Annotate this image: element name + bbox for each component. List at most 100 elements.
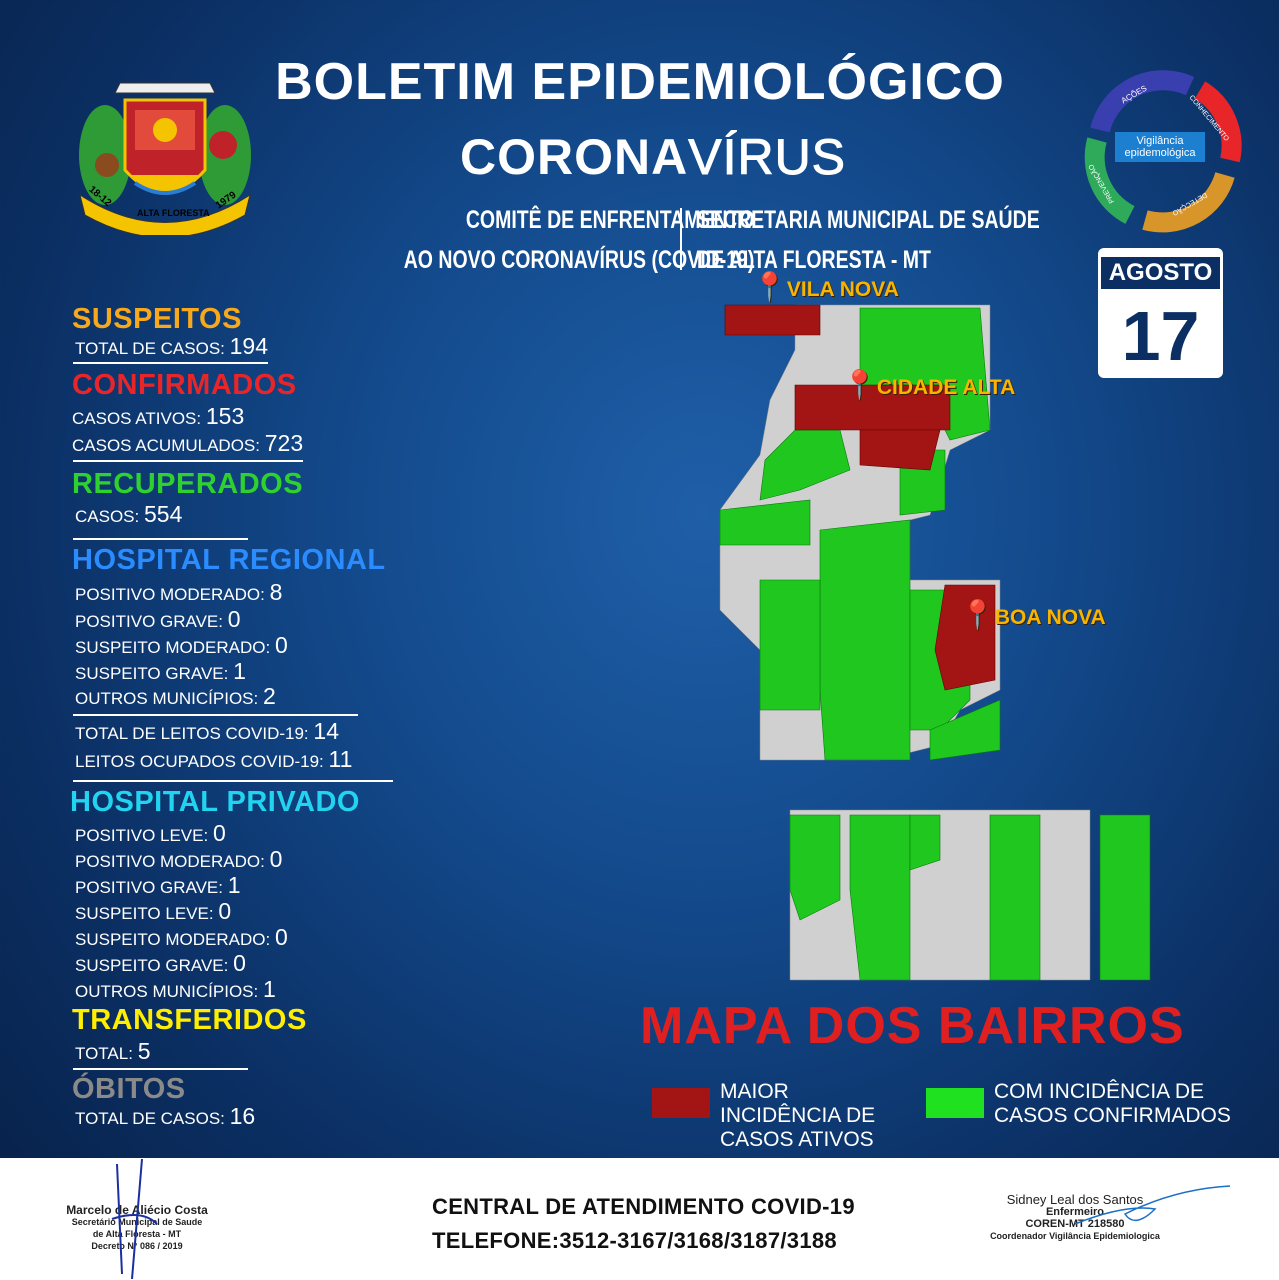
privado-row: SUSPEITO GRAVE: 0	[75, 950, 246, 977]
value: 14	[313, 718, 339, 744]
transferidos-title: TRANSFERIDOS	[72, 1004, 307, 1036]
cycle-center-label: Vigilância epidemológica	[1115, 132, 1205, 162]
surveillance-cycle-graphic: Vigilância epidemológica AÇÕES CONHECIME…	[1080, 70, 1245, 235]
regional-row: TOTAL DE LEITOS COVID-19: 14	[75, 718, 339, 745]
sig-coord: Coordenador Vigilância Epidemiologica	[990, 1231, 1160, 1241]
label: SUSPEITO GRAVE:	[75, 956, 229, 975]
privado-row: POSITIVO MODERADO: 0	[75, 846, 282, 873]
label: TOTAL DE LEITOS COVID-19:	[75, 724, 309, 743]
value: 0	[274, 924, 288, 950]
secretaria-text: SECRETARIA MUNICIPAL DE SAÚDE DE ALTA FL…	[697, 200, 1040, 280]
secretaria-line-2: DE ALTA FLORESTA - MT	[697, 246, 931, 274]
value: 11	[328, 746, 353, 772]
footer: Marcelo de Aliécio Costa Secretário Muni…	[0, 1158, 1279, 1280]
label: LEITOS OCUPADOS COVID-19:	[75, 752, 324, 771]
label: SUSPEITO MODERADO:	[75, 930, 271, 949]
regional-row: LEITOS OCUPADOS COVID-19: 11	[75, 746, 352, 773]
recuperados-title: RECUPERADOS	[72, 468, 304, 500]
label: CASOS:	[75, 507, 140, 526]
committee-text: COMITÊ DE ENFRENTAMENTO AO NOVO CORONAVÍ…	[404, 200, 755, 280]
legend-label-high: MAIOR INCIDÊNCIA DE CASOS ATIVOS	[720, 1080, 876, 1151]
date-calendar: AGOSTO 17	[1098, 248, 1223, 378]
label: SUSPEITO MODERADO:	[75, 638, 271, 657]
divider	[73, 1068, 248, 1070]
privado-row: SUSPEITO MODERADO: 0	[75, 924, 288, 951]
legend-label-low: COM INCIDÊNCIA DE CASOS CONFIRMADOS	[994, 1080, 1231, 1127]
signature-right: Sidney Leal dos Santos Enfermeiro COREN-…	[985, 1185, 1231, 1242]
signature-left: Marcelo de Aliécio Costa Secretário Muni…	[62, 1159, 212, 1279]
map-title: MAPA DOS BAIRROS	[640, 997, 1185, 1055]
regional-row: SUSPEITO GRAVE: 1	[75, 658, 246, 685]
legend-swatch-high	[652, 1088, 710, 1118]
confirmados-acumulados: CASOS ACUMULADOS: 723	[72, 430, 303, 457]
label: TOTAL DE CASOS:	[75, 1109, 225, 1128]
page-subtitle: CORONAVÍRUS	[460, 128, 846, 186]
regional-row: SUSPEITO MODERADO: 0	[75, 632, 288, 659]
committee-line-1: COMITÊ DE ENFRENTAMENTO	[465, 206, 755, 234]
obitos-title: ÓBITOS	[72, 1073, 186, 1105]
value: 1	[227, 872, 241, 898]
confirmados-ativos: CASOS ATIVOS: 153	[72, 403, 244, 430]
label: OUTROS MUNICÍPIOS:	[75, 982, 259, 1001]
value: 2	[262, 683, 276, 709]
handwritten-signature	[1074, 1185, 1231, 1225]
label: POSITIVO GRAVE:	[75, 612, 223, 631]
value: 153	[205, 403, 245, 429]
central-title: CENTRAL DE ATENDIMENTO COVID-19	[432, 1194, 855, 1219]
label: CASOS ACUMULADOS:	[72, 436, 260, 455]
privado-row: OUTROS MUNICÍPIOS: 1	[75, 976, 276, 1003]
privado-row: POSITIVO LEVE: 0	[75, 820, 226, 847]
transferidos-total: TOTAL: 5	[75, 1038, 150, 1065]
label: OUTROS MUNICÍPIOS:	[75, 689, 259, 708]
legend-swatch-low	[926, 1088, 984, 1118]
value: 1	[233, 658, 246, 684]
sig-decree: Decreto N° 086 / 2019	[91, 1241, 183, 1251]
value: 0	[218, 898, 232, 924]
obitos-total: TOTAL DE CASOS: 16	[75, 1103, 255, 1130]
date-day: 17	[1121, 297, 1200, 375]
label: POSITIVO MODERADO:	[75, 852, 265, 871]
map-pin-icon: 📍	[960, 599, 995, 630]
municipal-coat-of-arms-logo: 18-12 ALTA FLORESTA 1979	[75, 75, 255, 238]
privado-row: POSITIVO GRAVE: 1	[75, 872, 241, 899]
value: 0	[274, 632, 288, 658]
neighborhood-map	[700, 290, 1170, 990]
value: 0	[233, 950, 246, 976]
secretaria-line-1: SECRETARIA MUNICIPAL DE SAÚDE	[697, 206, 1040, 234]
pin-label: CIDADE ALTA	[876, 376, 1016, 399]
regional-title: HOSPITAL REGIONAL	[72, 544, 386, 576]
regional-row: POSITIVO GRAVE: 0	[75, 606, 241, 633]
central-atendimento: CENTRAL DE ATENDIMENTO COVID-19 TELEFONE…	[432, 1190, 855, 1258]
sig-role: Enfermeiro	[1045, 1206, 1105, 1218]
divider	[73, 780, 393, 782]
central-phone[interactable]: TELEFONE:3512-3167/3168/3187/3188	[432, 1228, 837, 1253]
regional-row: POSITIVO MODERADO: 8	[75, 579, 282, 606]
pin-vila-nova: 📍VILA NOVA	[752, 270, 899, 303]
suspeitos-title: SUSPEITOS	[72, 303, 242, 335]
pin-boa-nova: 📍BOA NOVA	[960, 598, 1106, 631]
handwritten-signature	[111, 1159, 158, 1279]
logo-text: ALTA FLORESTA	[137, 208, 210, 218]
title-bold: CORONA	[460, 129, 689, 185]
value: 554	[143, 501, 183, 527]
suspeitos-total: TOTAL DE CASOS: 194	[75, 333, 268, 360]
pin-label: VILA NOVA	[786, 278, 899, 301]
map-pin-icon: 📍	[752, 271, 787, 302]
divider	[73, 460, 303, 462]
value: 5	[137, 1038, 151, 1064]
sig-name: Sidney Leal dos Santos	[1006, 1192, 1144, 1207]
pin-label: BOA NOVA	[994, 606, 1106, 629]
label: CASOS ATIVOS:	[72, 409, 202, 428]
value: 194	[229, 333, 268, 359]
label: SUSPEITO LEVE:	[75, 904, 214, 923]
value: 0	[269, 846, 283, 872]
value: 1	[262, 976, 276, 1002]
label: TOTAL:	[75, 1044, 133, 1063]
privado-row: SUSPEITO LEVE: 0	[75, 898, 231, 925]
header-divider	[680, 208, 682, 270]
regional-row: OUTROS MUNICÍPIOS: 2	[75, 683, 276, 710]
confirmados-title: CONFIRMADOS	[72, 369, 297, 401]
value: 723	[264, 430, 304, 456]
committee-line-2: AO NOVO CORONAVÍRUS (COVID-19)	[403, 246, 755, 274]
value: 0	[227, 606, 241, 632]
